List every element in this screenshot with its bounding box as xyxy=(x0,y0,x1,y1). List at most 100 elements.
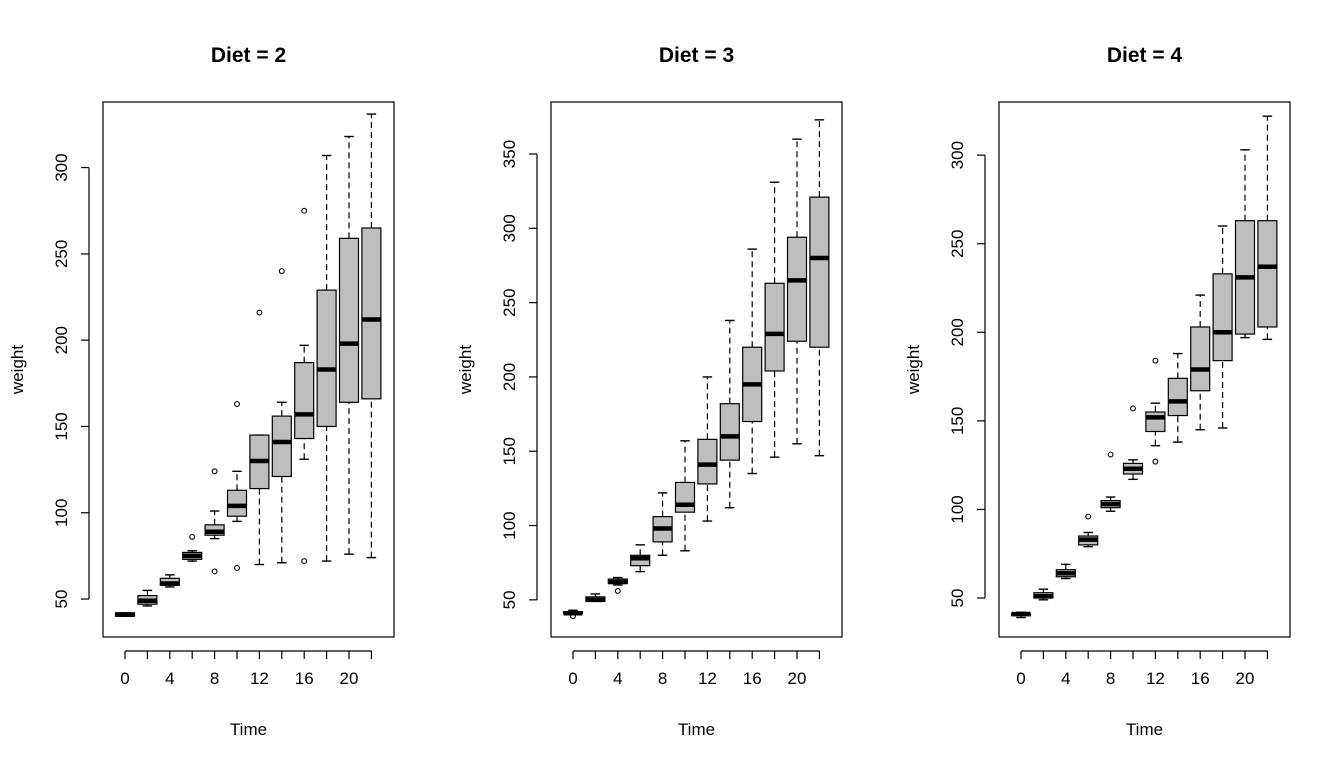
y-tick-label: 300 xyxy=(948,141,967,169)
plot-frame xyxy=(102,101,395,638)
chart-title: Diet = 4 xyxy=(1107,44,1183,67)
iqr-box xyxy=(674,481,696,513)
box-time-18 xyxy=(1212,225,1233,429)
x-tick-label: 12 xyxy=(250,669,269,688)
iqr-box xyxy=(1257,220,1278,328)
box-time-21 xyxy=(809,119,830,457)
outlier-point xyxy=(189,533,196,540)
box-time-4 xyxy=(159,574,180,588)
x-tick-label: 20 xyxy=(788,669,807,688)
y-tick-label: 250 xyxy=(948,230,967,258)
iqr-box xyxy=(271,415,292,478)
y-tick-label: 50 xyxy=(52,590,71,609)
box-time-2 xyxy=(1033,588,1054,601)
x-tick-label: 16 xyxy=(295,669,314,688)
outlier-point xyxy=(1152,458,1159,465)
box-time-16 xyxy=(742,248,763,475)
box-time-10 xyxy=(1122,405,1144,481)
iqr-box xyxy=(294,361,315,440)
y-tick-label: 50 xyxy=(948,589,967,608)
outlier-point xyxy=(301,207,308,214)
iqr-box xyxy=(719,403,740,461)
x-tick-label: 16 xyxy=(1191,669,1210,688)
box-time-0 xyxy=(1010,611,1032,619)
box-time-21 xyxy=(361,113,382,559)
box-time-20 xyxy=(338,135,360,555)
chart-panel-2: Diet = 3 Time weight 0 4 8 12 16 20 50 100 150 200 25… xyxy=(456,44,843,739)
x-tick-label: 0 xyxy=(120,669,129,688)
outlier-point xyxy=(256,309,263,316)
iqr-box xyxy=(764,282,785,372)
iqr-box xyxy=(1145,411,1166,433)
y-tick-label: 300 xyxy=(500,214,519,242)
outlier-point xyxy=(1130,405,1136,412)
iqr-box xyxy=(697,438,718,485)
outlier-point xyxy=(278,268,285,275)
box-time-8 xyxy=(1100,451,1121,512)
plot-frame xyxy=(998,101,1291,638)
box-time-4 xyxy=(1055,563,1076,580)
iqr-box xyxy=(316,289,337,428)
x-tick-label: 20 xyxy=(1236,669,1255,688)
x-axis-label: Time xyxy=(1126,720,1163,739)
iqr-box xyxy=(338,237,360,403)
box-time-0 xyxy=(562,609,584,620)
box-time-14 xyxy=(719,319,740,509)
box-time-12 xyxy=(1145,357,1166,465)
box-time-20 xyxy=(1234,149,1256,339)
outlier-point xyxy=(301,558,308,565)
outlier-point xyxy=(1152,357,1159,364)
outlier-point xyxy=(1107,451,1114,458)
y-tick-label: 350 xyxy=(500,140,519,168)
box-time-6 xyxy=(630,544,651,573)
x-tick-label: 8 xyxy=(210,669,219,688)
box-time-16 xyxy=(1190,294,1211,431)
x-axis-label: Time xyxy=(678,720,715,739)
box-time-8 xyxy=(652,492,673,556)
box-time-12 xyxy=(697,376,718,522)
x-tick-label: 8 xyxy=(1106,669,1115,688)
x-tick-label: 0 xyxy=(568,669,577,688)
y-tick-label: 150 xyxy=(500,437,519,465)
box-time-10 xyxy=(226,401,248,571)
iqr-box xyxy=(1212,273,1233,362)
box-time-8 xyxy=(204,468,225,575)
y-tick-label: 150 xyxy=(948,407,967,435)
y-tick-label: 200 xyxy=(500,363,519,391)
iqr-box xyxy=(361,227,382,400)
x-tick-label: 12 xyxy=(1146,669,1165,688)
box-time-2 xyxy=(585,593,606,603)
x-tick-label: 4 xyxy=(613,669,622,688)
x-tick-label: 0 xyxy=(1016,669,1025,688)
outlier-point xyxy=(234,401,240,407)
iqr-box xyxy=(1167,377,1188,417)
y-axis-label: weight xyxy=(8,345,27,395)
box-time-18 xyxy=(764,181,785,458)
x-tick-label: 16 xyxy=(743,669,762,688)
y-tick-label: 100 xyxy=(500,511,519,539)
y-tick-label: 100 xyxy=(948,495,967,523)
x-tick-label: 4 xyxy=(165,669,174,688)
y-tick-label: 150 xyxy=(52,412,71,440)
x-tick-label: 4 xyxy=(1061,669,1070,688)
chart-panel-1: Diet = 2 Time weight 0 4 8 12 16 20 50 100 150 200 25… xyxy=(8,44,395,739)
x-tick-label: 8 xyxy=(658,669,667,688)
iqr-box xyxy=(809,196,830,348)
x-tick-label: 12 xyxy=(698,669,717,688)
outlier-point xyxy=(1085,513,1092,520)
y-tick-label: 250 xyxy=(500,288,519,316)
outlier-point xyxy=(570,613,576,620)
box-time-6 xyxy=(182,533,203,562)
iqr-box xyxy=(1190,326,1211,392)
box-time-0 xyxy=(114,612,136,617)
outlier-point xyxy=(211,568,218,575)
chart-title: Diet = 2 xyxy=(211,44,286,67)
box-time-21 xyxy=(1257,115,1278,341)
box-time-6 xyxy=(1078,513,1099,548)
outlier-point xyxy=(211,468,218,475)
chart-title: Diet = 3 xyxy=(659,44,734,67)
y-axis-label: weight xyxy=(456,345,475,395)
y-tick-label: 250 xyxy=(52,240,71,268)
box-time-16 xyxy=(294,207,315,565)
